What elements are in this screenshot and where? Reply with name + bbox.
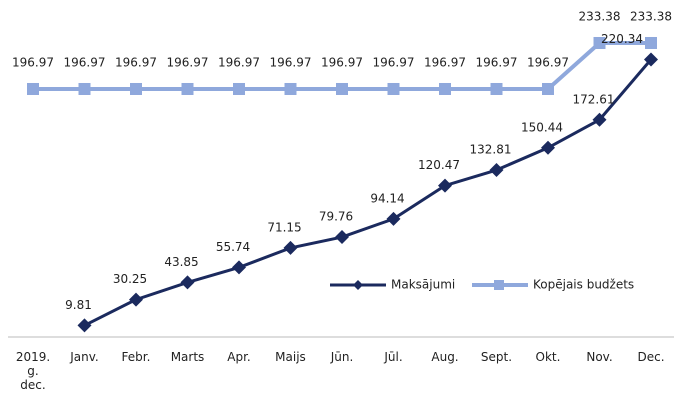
data-label: 9.81 xyxy=(65,298,92,312)
data-label: 196.97 xyxy=(270,55,312,69)
legend-label: Maksājumi xyxy=(391,278,455,292)
data-label: 120.47 xyxy=(418,158,460,172)
x-tick-label: Sept. xyxy=(480,350,513,364)
x-tick-label: Jūn. xyxy=(330,350,354,364)
data-label: 196.97 xyxy=(321,55,363,69)
marker xyxy=(27,82,39,95)
data-label: 233.38 xyxy=(579,9,621,23)
marker xyxy=(284,82,297,95)
marker xyxy=(439,82,451,95)
marker xyxy=(593,36,606,49)
series-line xyxy=(83,58,653,327)
marker xyxy=(386,211,401,226)
data-label: 196.97 xyxy=(12,55,54,69)
marker xyxy=(180,275,195,290)
data-label: 150.44 xyxy=(521,120,563,134)
x-tick-label: 2019. g. dec. xyxy=(15,350,51,392)
x-tick-label: Nov. xyxy=(586,350,613,364)
x-tick-label: Jūl. xyxy=(384,350,403,364)
marker xyxy=(336,82,348,95)
x-tick-label: Okt. xyxy=(535,350,561,364)
x-tick-label: Dec. xyxy=(637,350,665,364)
marker xyxy=(233,82,245,95)
marker xyxy=(335,230,349,245)
marker xyxy=(78,82,91,95)
data-label: 79.76 xyxy=(319,210,353,224)
data-label: 71.15 xyxy=(267,220,301,234)
data-label: 233.38 xyxy=(630,9,672,23)
data-label: 196.97 xyxy=(476,55,518,69)
legend-marker xyxy=(353,280,363,290)
marker xyxy=(489,163,504,178)
data-label: 196.97 xyxy=(373,55,415,69)
data-label: 30.25 xyxy=(113,272,147,286)
legend-marker xyxy=(494,280,504,290)
x-tick-label: Aug. xyxy=(431,350,459,364)
marker xyxy=(490,82,503,95)
x-tick-label: Maijs xyxy=(275,350,306,364)
marker xyxy=(77,318,92,333)
data-label: 196.97 xyxy=(115,55,157,69)
x-tick-label: Janv. xyxy=(70,350,99,364)
data-label: 196.97 xyxy=(167,55,209,69)
data-label: 94.14 xyxy=(370,191,404,205)
marker xyxy=(438,178,452,193)
data-label: 196.97 xyxy=(424,55,466,69)
marker xyxy=(644,52,658,67)
x-tick-label: Apr. xyxy=(227,350,251,364)
marker xyxy=(181,82,194,95)
data-label: 196.97 xyxy=(64,55,106,69)
data-label: 132.81 xyxy=(470,143,512,157)
marker xyxy=(542,82,554,95)
marker xyxy=(387,82,400,95)
data-label: 220.34 xyxy=(601,32,643,46)
marker xyxy=(232,260,246,275)
data-label: 172.61 xyxy=(573,92,615,106)
marker xyxy=(283,240,298,255)
marker xyxy=(129,292,143,307)
marker xyxy=(130,82,142,95)
marker xyxy=(645,36,657,49)
legend-label: Kopējais budžets xyxy=(533,278,634,292)
x-tick-label: Febr. xyxy=(121,350,151,364)
x-tick-label: Marts xyxy=(170,350,205,364)
data-label: 196.97 xyxy=(527,55,569,69)
data-label: 43.85 xyxy=(164,255,198,269)
data-label: 55.74 xyxy=(216,240,250,254)
data-label: 196.97 xyxy=(218,55,260,69)
marker xyxy=(592,112,607,127)
marker xyxy=(541,140,555,155)
